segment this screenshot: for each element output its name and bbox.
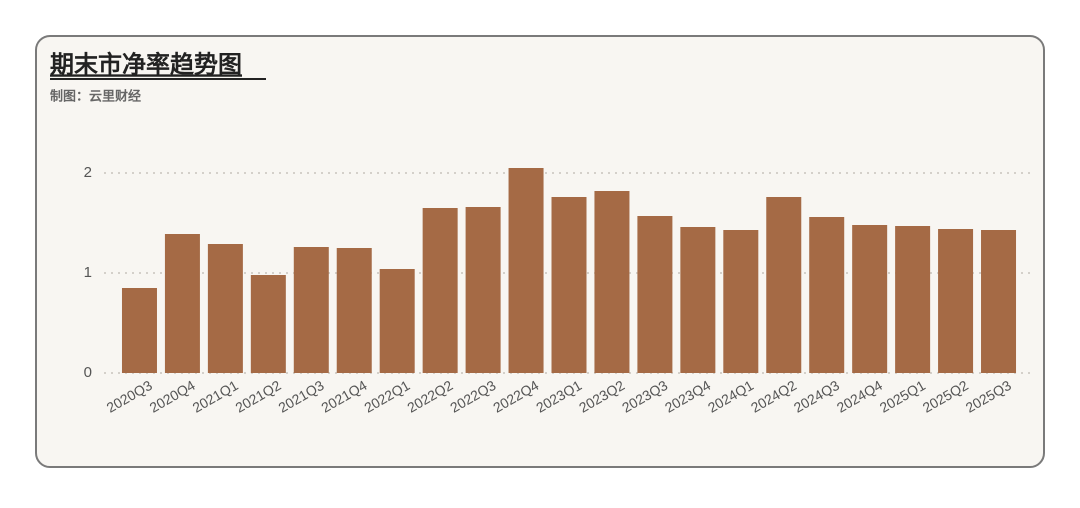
y-tick-label: 1 [84, 264, 92, 281]
bar [852, 225, 888, 373]
bar [680, 227, 716, 373]
bar [422, 208, 458, 373]
bar [551, 197, 587, 373]
bar [336, 248, 372, 373]
y-tick-label: 2 [84, 164, 92, 181]
bar [121, 288, 157, 373]
bar [723, 230, 759, 373]
bar [508, 168, 544, 373]
chart-subtitle: 制图：云里财经 [50, 88, 141, 103]
bar [250, 275, 286, 373]
bar [895, 226, 931, 373]
bar [207, 244, 243, 373]
bar [766, 197, 802, 373]
y-tick-label: 0 [84, 364, 92, 381]
bar [637, 216, 673, 373]
bar [379, 269, 415, 373]
bar [809, 217, 845, 373]
bar [293, 247, 329, 373]
chart-title: 期末市净率趋势图 [50, 50, 242, 78]
bar [981, 230, 1017, 373]
bar [938, 229, 974, 373]
bar [164, 234, 200, 373]
bar [465, 207, 501, 373]
bar [594, 191, 630, 373]
